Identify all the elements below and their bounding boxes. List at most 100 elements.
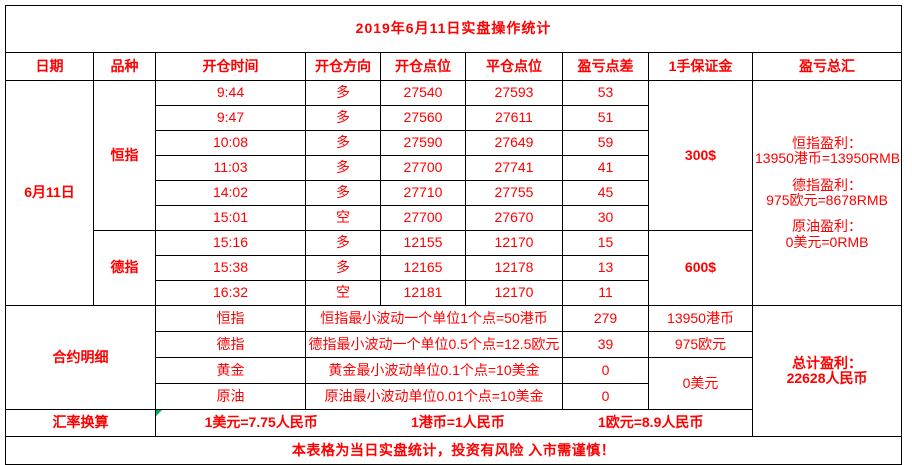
product-cell-hengzhi: 恒指 xyxy=(93,80,156,231)
column-header-open-price: 开仓点位 xyxy=(380,52,466,81)
contract-amount: 0美元 xyxy=(648,357,753,410)
cell-point-diff: 51 xyxy=(562,105,649,131)
fx-rate-eur: 1欧元=8.9人民币 xyxy=(597,414,704,431)
total-profit-value: 22628人民币 xyxy=(786,370,868,386)
cell-direction: 多 xyxy=(305,155,381,181)
fx-rate-usd: 1美元=7.75人民币 xyxy=(204,414,318,431)
contract-amount: 13950港币 xyxy=(648,305,753,332)
cell-open-price: 27700 xyxy=(380,205,466,231)
table-row: 11:03 多 27700 27741 41 xyxy=(6,155,902,181)
cell-direction: 空 xyxy=(305,205,381,231)
cell-point-diff: 30 xyxy=(562,205,649,231)
summary-block-crude: 原油盈利： 0美元=0RMB xyxy=(755,218,899,250)
cell-open-time: 15:16 xyxy=(155,230,306,256)
summary-label: 恒指盈利： xyxy=(792,134,863,151)
total-profit-label: 总计盈利： xyxy=(792,354,863,371)
cell-close-price: 27649 xyxy=(465,130,563,156)
fx-label: 汇率换算 xyxy=(5,409,156,437)
cell-direction: 多 xyxy=(305,180,381,206)
cell-open-price: 27700 xyxy=(380,155,466,181)
contract-detail-label: 合约明细 xyxy=(5,305,156,410)
column-header-total: 盈亏总汇 xyxy=(751,52,903,81)
contract-points: 279 xyxy=(562,305,649,332)
table-row: 10:08 多 27590 27649 59 xyxy=(6,130,902,156)
cell-direction: 空 xyxy=(305,280,381,306)
cell-close-price: 27755 xyxy=(465,180,563,206)
spreadsheet-sheet: 2019年6月11日实盘操作统计 日期 品种 开仓时间 开仓方向 开仓点位 平仓… xyxy=(4,5,903,465)
contract-name: 原油 xyxy=(155,383,306,410)
cell-open-time: 15:38 xyxy=(155,255,306,281)
header-row: 日期 品种 开仓时间 开仓方向 开仓点位 平仓点位 盈亏点差 1手保证金 盈亏总… xyxy=(5,52,903,81)
cell-open-time: 16:32 xyxy=(155,280,306,306)
margin-cell-hengzhi: 300$ xyxy=(648,80,753,231)
contract-desc: 德指最小波动一个单位0.5个点=12.5欧元 xyxy=(305,331,563,358)
summary-label: 德指盈利： xyxy=(792,176,863,193)
product-cell-dezhi: 德指 xyxy=(93,230,156,306)
cell-direction: 多 xyxy=(305,230,381,256)
contract-desc: 原油最小波动单位0.01个点=10美金 xyxy=(305,383,563,410)
cell-direction: 多 xyxy=(305,80,381,106)
title-row: 2019年6月11日实盘操作统计 xyxy=(4,5,903,53)
fx-rate-hkd: 1港币=1人民币 xyxy=(411,414,505,431)
cell-open-price: 12181 xyxy=(380,280,466,306)
column-header-product: 品种 xyxy=(93,52,156,81)
cell-point-diff: 45 xyxy=(562,180,649,206)
table-row: 14:02 多 27710 27755 45 xyxy=(6,180,902,206)
cell-close-price: 27593 xyxy=(465,80,563,106)
contract-points: 0 xyxy=(562,383,649,410)
cell-point-diff: 15 xyxy=(562,230,649,256)
cell-direction: 多 xyxy=(305,255,381,281)
contract-name: 黄金 xyxy=(155,357,306,384)
column-header-direction: 开仓方向 xyxy=(305,52,381,81)
table-row: 黄金 黄金最小波动单位0.1个点=10美金 0 0美元 xyxy=(6,357,902,410)
summary-value: 13950港币=13950RMB xyxy=(755,150,901,167)
column-header-point-diff: 盈亏点差 xyxy=(562,52,649,81)
contract-name: 德指 xyxy=(155,331,306,358)
table-row: 16:32 空 12181 12170 11 xyxy=(6,280,902,306)
stats-table: 2019年6月11日实盘操作统计 日期 品种 开仓时间 开仓方向 开仓点位 平仓… xyxy=(4,5,903,465)
contract-desc: 黄金最小波动单位0.1个点=10美金 xyxy=(305,357,563,384)
cell-close-price: 12170 xyxy=(465,230,563,256)
fx-row: 汇率换算 1美元=7.75人民币 1港币=1人民币 1欧元=8.9人民币 xyxy=(5,409,902,437)
contract-points: 39 xyxy=(562,331,649,358)
cell-direction: 多 xyxy=(305,105,381,131)
table-row: 15:38 多 12165 12178 13 xyxy=(6,255,902,281)
summary-block-hengzhi: 恒指盈利： 13950港币=13950RMB xyxy=(755,134,901,167)
summary-value: 975欧元=8678RMB xyxy=(766,192,888,208)
table-row: 6月11日 恒指 9:44 多 27540 27593 53 300$ 恒指盈利… xyxy=(5,80,903,306)
cell-direction: 多 xyxy=(305,130,381,156)
cell-open-time: 15:01 xyxy=(155,205,306,231)
column-header-open-time: 开仓时间 xyxy=(155,52,306,81)
cell-close-price: 27741 xyxy=(465,155,563,181)
fx-values-cell: 1美元=7.75人民币 1港币=1人民币 1欧元=8.9人民币 xyxy=(155,409,753,437)
footer-disclaimer: 本表格为当日实盘统计，投资有风险 入市需谨慎！ xyxy=(4,436,903,465)
cell-open-price: 27540 xyxy=(380,80,466,106)
summary-label: 原油盈利： xyxy=(792,218,863,235)
page-title: 2019年6月11日实盘操作统计 xyxy=(4,5,903,53)
profit-summary-cell: 恒指盈利： 13950港币=13950RMB 德指盈利： 975欧元=8678R… xyxy=(751,80,903,306)
cell-open-time: 9:47 xyxy=(155,105,306,131)
summary-value: 0美元=0RMB xyxy=(785,233,869,250)
table-row: 德指 15:16 多 12155 12170 15 600$ xyxy=(6,230,902,306)
cell-close-price: 27670 xyxy=(465,205,563,231)
cell-open-price: 27710 xyxy=(380,180,466,206)
footer-row: 本表格为当日实盘统计，投资有风险 入市需谨慎！ xyxy=(4,436,903,465)
cell-point-diff: 59 xyxy=(562,130,649,156)
cell-open-time: 10:08 xyxy=(155,130,306,156)
table-row: 9:47 多 27560 27611 51 xyxy=(6,105,902,131)
column-header-date: 日期 xyxy=(5,52,94,81)
contract-amount: 975欧元 xyxy=(648,331,753,358)
cell-point-diff: 11 xyxy=(562,280,649,306)
cell-close-price: 27611 xyxy=(465,105,563,131)
cell-open-time: 11:03 xyxy=(155,155,306,181)
comment-marker-icon xyxy=(156,410,162,416)
table-row: 合约明细 恒指 恒指最小波动一个单位1个点=50港币 279 13950港币 总… xyxy=(5,305,903,437)
contract-name: 恒指 xyxy=(155,305,306,332)
date-cell: 6月11日 xyxy=(5,80,94,306)
contract-desc: 恒指最小波动一个单位1个点=50港币 xyxy=(305,305,563,332)
cell-open-time: 14:02 xyxy=(155,180,306,206)
column-header-close-price: 平仓点位 xyxy=(465,52,563,81)
table-row: 原油 原油最小波动单位0.01个点=10美金 0 xyxy=(6,383,902,410)
cell-point-diff: 53 xyxy=(562,80,649,106)
column-header-margin: 1手保证金 xyxy=(648,52,753,81)
